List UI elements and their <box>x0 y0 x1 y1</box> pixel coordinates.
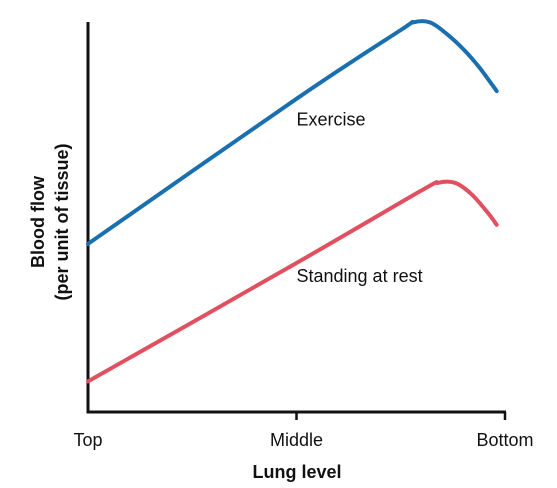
y-axis-title-line2: (per unit of tissue) <box>52 143 72 300</box>
axes: Top Middle Bottom <box>73 22 534 450</box>
x-tick-label: Top <box>73 430 102 450</box>
series-line-standing-at-rest <box>86 179 499 384</box>
series-layer <box>86 19 499 384</box>
series-annotation: Exercise <box>297 110 366 130</box>
y-axis-title-line1: Blood flow <box>28 175 48 268</box>
labels-layer: Lung level Blood flow (per unit of tissue) <box>28 143 342 482</box>
x-axis-title: Lung level <box>252 462 341 482</box>
series-line-exercise <box>86 19 499 246</box>
annotation-layer: Exercise Standing at rest <box>297 110 423 287</box>
x-tick-label: Bottom <box>476 430 533 450</box>
x-tick-label: Middle <box>270 430 323 450</box>
series-annotation: Standing at rest <box>297 266 423 286</box>
